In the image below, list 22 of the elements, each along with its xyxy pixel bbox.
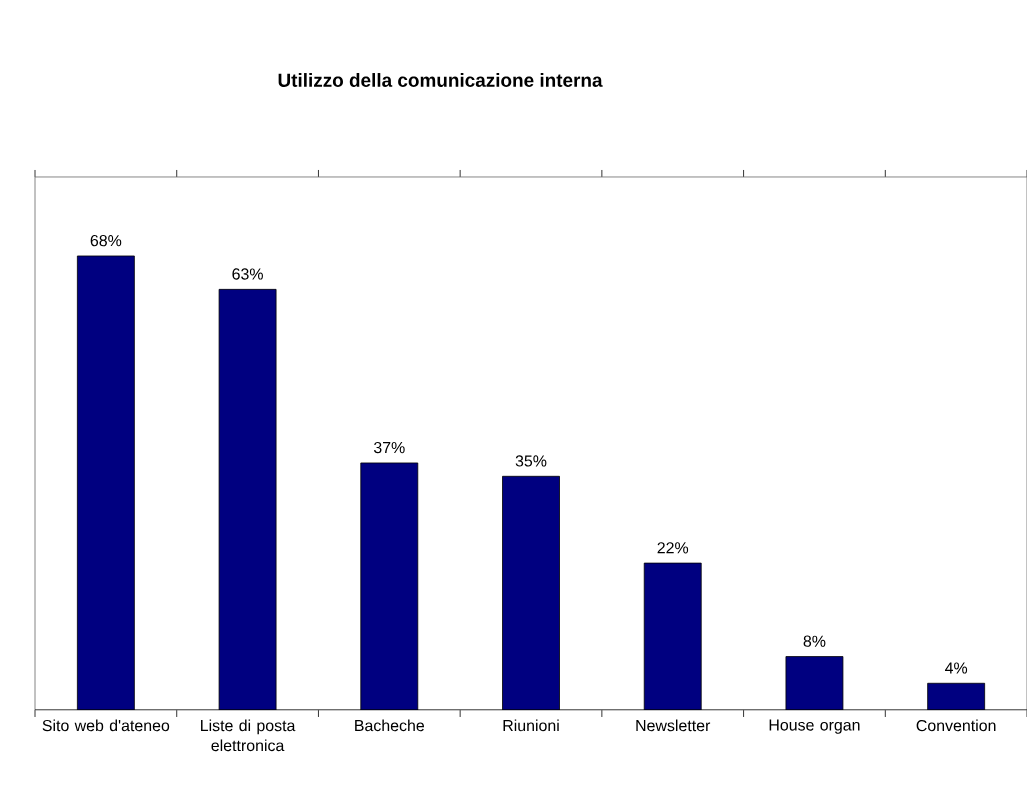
data-label: 35% bbox=[515, 455, 547, 467]
data-label: 4% bbox=[945, 662, 968, 674]
bar bbox=[644, 563, 702, 710]
bar bbox=[77, 255, 135, 710]
x-tick-label: Riunioni bbox=[503, 719, 559, 732]
x-tick-label: Convention bbox=[916, 719, 996, 732]
bar bbox=[502, 476, 560, 710]
bar bbox=[360, 462, 418, 710]
bar bbox=[219, 289, 277, 710]
x-tick-label: Sito web d'ateneo bbox=[42, 719, 170, 732]
chart-title: Utilizzo della comunicazione interna bbox=[278, 73, 603, 87]
data-label: 68% bbox=[90, 234, 122, 247]
data-label: 8% bbox=[803, 635, 826, 647]
x-tick-label: House organ bbox=[769, 719, 860, 734]
x-tick-label: Newsletter bbox=[636, 719, 711, 732]
data-label: 22% bbox=[657, 542, 689, 554]
bar bbox=[785, 656, 843, 710]
bar bbox=[927, 682, 986, 710]
x-tick-label: Bacheche bbox=[355, 719, 425, 732]
data-label: 37% bbox=[373, 441, 405, 454]
x-tick-label: Liste di posta elettronica bbox=[201, 719, 296, 752]
data-label: 63% bbox=[232, 268, 263, 280]
